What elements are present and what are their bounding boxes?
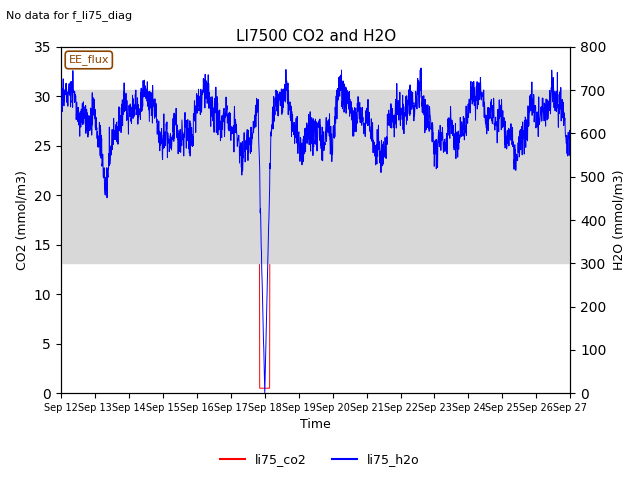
Bar [61, 195, 570, 245]
Legend: li75_co2, li75_h2o: li75_co2, li75_h2o [215, 448, 425, 471]
Text: EE_flux: EE_flux [68, 55, 109, 65]
X-axis label: Time: Time [300, 419, 331, 432]
Text: No data for f_li75_diag: No data for f_li75_diag [6, 10, 132, 21]
Y-axis label: H2O (mmol/m3): H2O (mmol/m3) [612, 170, 625, 270]
Title: LI7500 CO2 and H2O: LI7500 CO2 and H2O [236, 29, 396, 44]
Y-axis label: CO2 (mmol/m3): CO2 (mmol/m3) [15, 170, 28, 270]
Bar [61, 90, 570, 264]
